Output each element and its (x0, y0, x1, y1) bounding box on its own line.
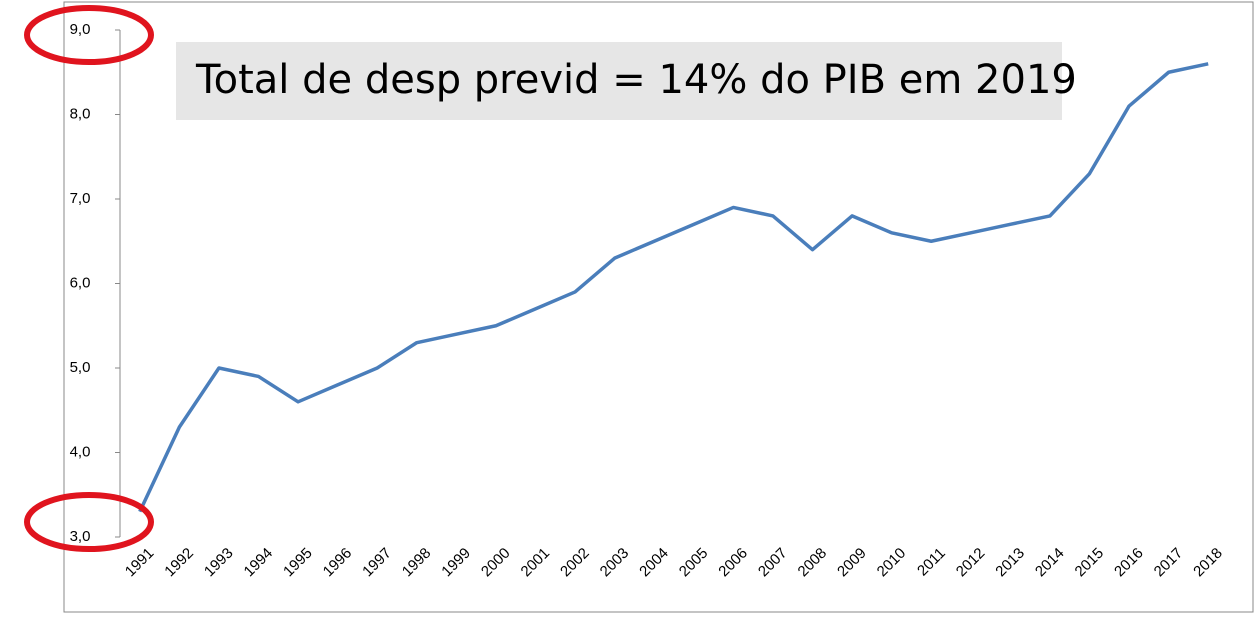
y-tick-label: 3,0 (70, 528, 91, 545)
y-tick-label: 9,0 (70, 21, 91, 38)
highlight-ellipse (24, 5, 154, 65)
y-tick-label: 5,0 (70, 359, 91, 376)
y-tick-label: 7,0 (70, 190, 91, 207)
y-tick-label: 8,0 (70, 105, 91, 122)
line-series (138, 62, 1209, 513)
y-tick-label: 6,0 (70, 274, 91, 291)
annotation-box (176, 42, 1062, 120)
annotation: Total de desp previd = 14% do PIB em 201… (195, 57, 1077, 103)
y-tick-label: 4,0 (70, 443, 91, 460)
highlight-ellipse (24, 492, 154, 552)
